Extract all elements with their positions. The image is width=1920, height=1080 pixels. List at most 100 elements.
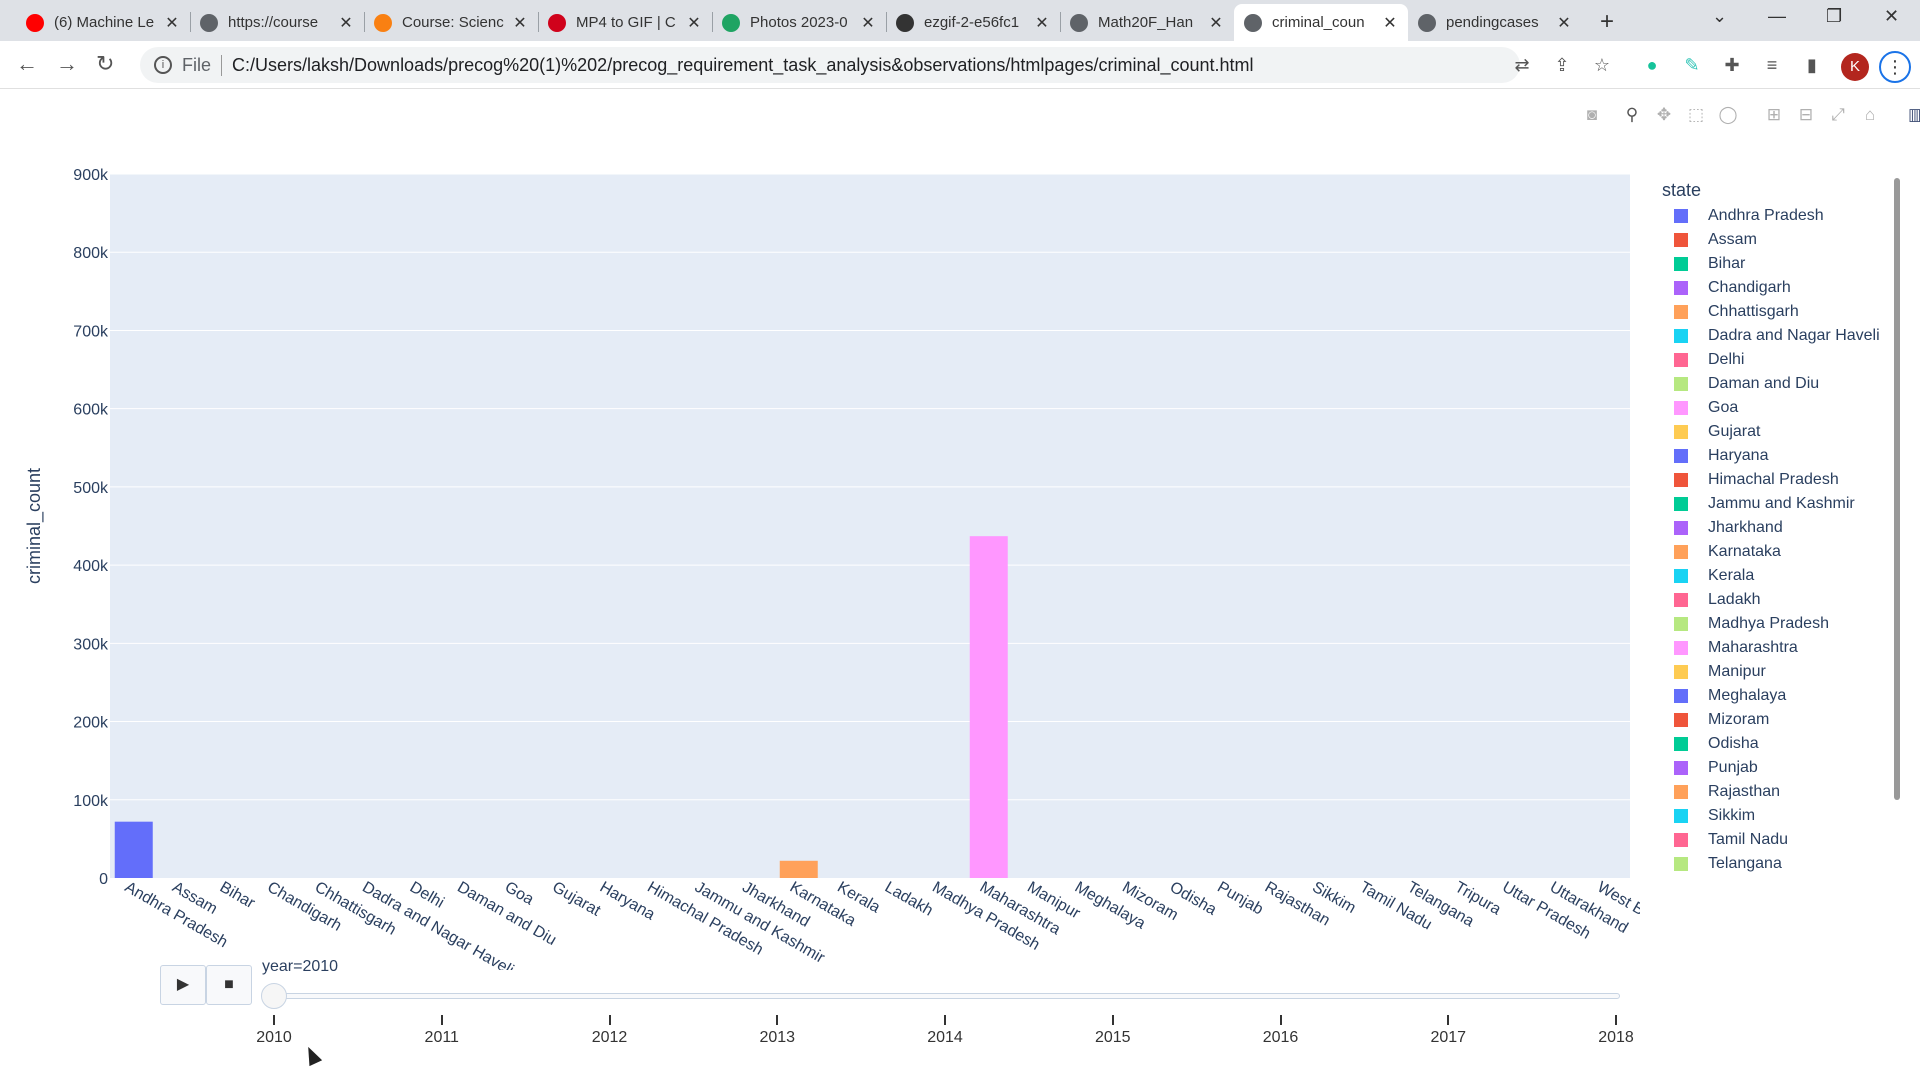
tab-close-icon[interactable]: ✕ <box>1383 14 1397 32</box>
browser-tab[interactable]: ezgif-2-e56fc1 ✕ <box>886 4 1060 41</box>
slider-step-tick <box>944 1015 946 1025</box>
browser-tab[interactable]: Course: Scienc ✕ <box>364 4 538 41</box>
plot-area[interactable] <box>110 174 1630 878</box>
address-bar[interactable]: i File C:/Users/laksh/Downloads/precog%2… <box>140 47 1520 83</box>
zoom-in-icon[interactable]: ⊞ <box>1766 105 1782 124</box>
zoom-icon[interactable]: ⚲ <box>1625 105 1639 124</box>
translate-icon[interactable]: ⇄ <box>1514 55 1530 75</box>
legend-item[interactable]: Goa <box>1674 396 1894 420</box>
bar[interactable] <box>114 821 153 878</box>
legend-item[interactable]: Rajasthan <box>1674 780 1894 804</box>
slider-step-label[interactable]: 2013 <box>759 1029 796 1046</box>
legend-item[interactable]: Meghalaya <box>1674 684 1894 708</box>
legend-item[interactable]: Andhra Pradesh <box>1674 204 1894 228</box>
info-icon[interactable]: i <box>154 56 172 74</box>
profile-avatar[interactable]: K <box>1841 53 1869 81</box>
y-tick-label: 900k <box>73 167 109 184</box>
slider-step-label[interactable]: 2012 <box>591 1029 628 1046</box>
legend-item[interactable]: Maharashtra <box>1674 636 1894 660</box>
legend-item[interactable]: Karnataka <box>1674 540 1894 564</box>
browser-tab[interactable]: Photos 2023-0 ✕ <box>712 4 886 41</box>
autoscale-icon[interactable]: ⤢ <box>1831 105 1845 124</box>
y-tick-label: 800k <box>73 245 109 262</box>
legend-item[interactable]: Chhattisgarh <box>1674 300 1894 324</box>
legend-item[interactable]: Madhya Pradesh <box>1674 612 1894 636</box>
slider-step-label[interactable]: 2015 <box>1094 1029 1131 1046</box>
pan-icon[interactable]: ✥ <box>1656 105 1672 124</box>
extension-pen-icon[interactable]: ✎ <box>1684 55 1700 75</box>
bar[interactable] <box>969 536 1008 878</box>
plotly-logo-icon[interactable]: ▥ <box>1907 105 1920 124</box>
legend-item[interactable]: Dadra and Nagar Haveli <box>1674 324 1894 348</box>
legend-scrollbar[interactable] <box>1894 178 1900 800</box>
url-text[interactable]: C:/Users/laksh/Downloads/precog%20(1)%20… <box>232 54 1254 75</box>
slider-step-label[interactable]: 2014 <box>927 1029 963 1046</box>
extensions-puzzle-icon[interactable]: ✚ <box>1724 55 1740 75</box>
legend-label: Delhi <box>1708 351 1745 368</box>
legend-item[interactable]: Odisha <box>1674 732 1894 756</box>
legend-item[interactable]: Daman and Diu <box>1674 372 1894 396</box>
legend-item[interactable]: Himachal Pradesh <box>1674 468 1894 492</box>
tab-close-icon[interactable]: ✕ <box>1557 14 1571 32</box>
camera-icon[interactable]: ◙ <box>1586 105 1598 124</box>
bookmark-star-icon[interactable]: ☆ <box>1593 55 1611 75</box>
browser-tab[interactable]: MP4 to GIF | C ✕ <box>538 4 712 41</box>
year-slider-track[interactable] <box>270 993 1620 999</box>
legend-item[interactable]: Chandigarh <box>1674 276 1894 300</box>
legend-item[interactable]: Assam <box>1674 228 1894 252</box>
legend-item[interactable]: Jammu and Kashmir <box>1674 492 1894 516</box>
browser-tab[interactable]: criminal_coun ✕ <box>1234 4 1408 41</box>
legend-item[interactable]: Sikkim <box>1674 804 1894 828</box>
new-tab-button[interactable]: + <box>1600 8 1615 35</box>
side-panel-icon[interactable]: ▮ <box>1807 55 1817 75</box>
browser-tab[interactable]: https://course ✕ <box>190 4 364 41</box>
legend-item[interactable]: Telangana <box>1674 852 1894 876</box>
tab-close-icon[interactable]: ✕ <box>687 14 701 32</box>
play-button[interactable]: ▶ <box>160 965 206 1005</box>
legend-item[interactable]: Kerala <box>1674 564 1894 588</box>
legend-item[interactable]: Gujarat <box>1674 420 1894 444</box>
slider-step-label[interactable]: 2011 <box>424 1029 459 1046</box>
legend-item[interactable]: Jharkhand <box>1674 516 1894 540</box>
tab-close-icon[interactable]: ✕ <box>165 14 179 32</box>
browser-tab[interactable]: pendingcases ✕ <box>1408 4 1582 41</box>
tab-close-icon[interactable]: ✕ <box>513 14 527 32</box>
year-slider-handle[interactable] <box>261 983 287 1009</box>
legend-item[interactable]: Ladakh <box>1674 588 1894 612</box>
slider-step-label[interactable]: 2010 <box>256 1029 292 1046</box>
legend-item[interactable]: Delhi <box>1674 348 1894 372</box>
zoom-out-icon[interactable]: ⊟ <box>1798 105 1814 124</box>
legend-item[interactable]: Mizoram <box>1674 708 1894 732</box>
tab-close-icon[interactable]: ✕ <box>1209 14 1223 32</box>
bar[interactable] <box>779 860 818 878</box>
back-icon[interactable]: ← <box>16 51 38 76</box>
legend-item[interactable]: Manipur <box>1674 660 1894 684</box>
browser-tab[interactable]: (6) Machine Le ✕ <box>16 4 190 41</box>
browser-menu-icon[interactable]: ⋮ <box>1879 51 1911 83</box>
maximize-icon[interactable]: ❐ <box>1826 6 1843 26</box>
tab-search-icon[interactable]: ⌄ <box>1712 6 1728 26</box>
share-icon[interactable]: ⇪ <box>1554 55 1570 75</box>
tab-close-icon[interactable]: ✕ <box>861 14 875 32</box>
slider-step-label[interactable]: 2017 <box>1430 1029 1467 1046</box>
grammarly-icon[interactable]: ● <box>1646 55 1658 75</box>
tab-close-icon[interactable]: ✕ <box>339 14 353 32</box>
tab-close-icon[interactable]: ✕ <box>1035 14 1049 32</box>
legend-swatch <box>1674 233 1688 247</box>
browser-tab[interactable]: Math20F_Han ✕ <box>1060 4 1234 41</box>
slider-step-label[interactable]: 2016 <box>1262 1029 1299 1046</box>
reading-list-icon[interactable]: ≡ <box>1766 55 1778 75</box>
stop-button[interactable]: ■ <box>206 965 252 1005</box>
box-select-icon[interactable]: ⬚ <box>1687 105 1705 124</box>
slider-step-label[interactable]: 2018 <box>1598 1029 1634 1046</box>
reset-axes-icon[interactable]: ⌂ <box>1864 105 1876 124</box>
lasso-icon[interactable]: ◯ <box>1718 105 1738 124</box>
minimize-icon[interactable]: — <box>1768 6 1786 26</box>
close-window-icon[interactable]: ✕ <box>1884 6 1900 26</box>
forward-icon[interactable]: → <box>56 51 78 76</box>
legend-item[interactable]: Punjab <box>1674 756 1894 780</box>
legend-item[interactable]: Haryana <box>1674 444 1894 468</box>
legend-item[interactable]: Tamil Nadu <box>1674 828 1894 852</box>
legend-item[interactable]: Bihar <box>1674 252 1894 276</box>
reload-icon[interactable]: ↻ <box>96 51 115 76</box>
